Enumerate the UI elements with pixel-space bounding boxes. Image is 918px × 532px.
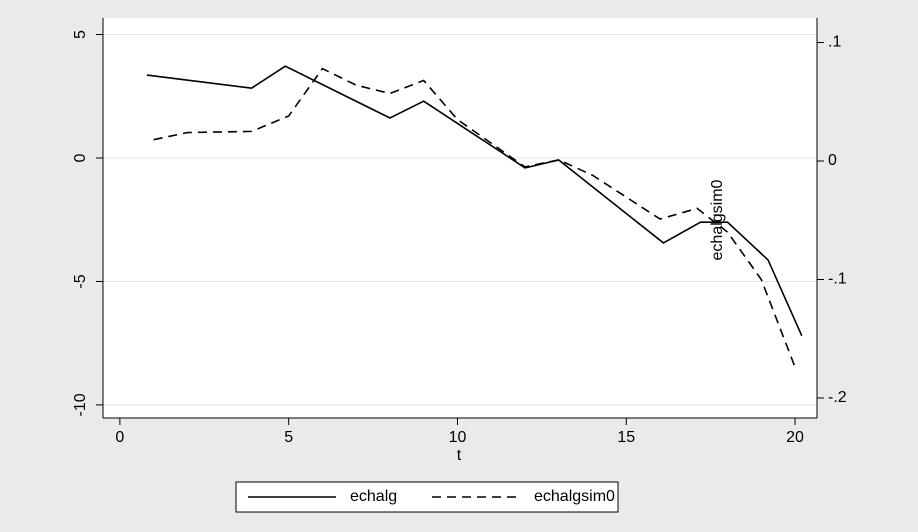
x-tick-label: 0 <box>115 429 124 446</box>
y2-tick-label: -.1 <box>828 271 847 288</box>
y-tick-label: -5 <box>72 274 89 288</box>
y2-tick-label: .1 <box>828 34 841 51</box>
x-tick-label: 15 <box>617 429 635 446</box>
y-tick-label: 5 <box>72 30 89 39</box>
annotation: echalgsim0 <box>709 179 726 260</box>
legend-label: echalg <box>350 488 397 505</box>
y2-tick-label: -.2 <box>828 389 847 406</box>
x-axis-title: t <box>457 447 462 464</box>
series-line <box>153 67 796 368</box>
y-tick-label: -10 <box>72 393 89 416</box>
legend-label: echalgsim0 <box>534 488 615 505</box>
y2-tick-label: 0 <box>828 152 837 169</box>
x-tick-label: 5 <box>284 429 293 446</box>
x-tick-label: 20 <box>786 429 804 446</box>
y-tick-label: 0 <box>72 153 89 162</box>
x-tick-label: 10 <box>449 429 467 446</box>
